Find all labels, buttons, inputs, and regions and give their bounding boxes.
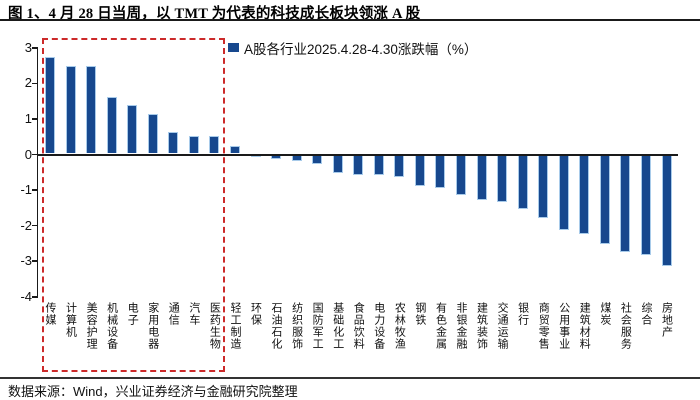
x-axis-label: 非银金融 bbox=[455, 302, 467, 350]
bar bbox=[209, 135, 220, 154]
x-axis-label: 建筑装饰 bbox=[475, 302, 488, 350]
y-axis-tick-label: 2 bbox=[24, 75, 32, 91]
bar bbox=[394, 155, 405, 177]
y-axis-tick bbox=[32, 260, 38, 262]
chart-legend: A股各行业2025.4.28-4.30涨跌幅（%） bbox=[228, 38, 477, 58]
bar bbox=[312, 155, 323, 165]
figure-title: 图 1、4 月 28 日当周，以 TMT 为代表的科技成长板块领涨 A 股 bbox=[8, 6, 421, 22]
x-axis-label: 农林牧渔 bbox=[393, 302, 406, 350]
x-axis-label: 环保 bbox=[249, 302, 262, 326]
bar bbox=[291, 155, 302, 161]
x-axis-label: 家用电器 bbox=[146, 302, 159, 350]
y-axis-tick-label: -3 bbox=[20, 253, 32, 269]
tmt-highlight-box bbox=[42, 38, 225, 372]
x-axis-label: 综合 bbox=[639, 302, 652, 326]
x-axis-label: 传媒 bbox=[44, 302, 56, 326]
y-axis-tick bbox=[32, 47, 38, 49]
bar bbox=[45, 57, 55, 154]
title-divider bbox=[0, 19, 700, 21]
x-axis-label: 食品饮料 bbox=[352, 302, 365, 350]
y-axis-tick bbox=[32, 118, 38, 120]
bar bbox=[558, 155, 569, 231]
x-axis-label: 机械设备 bbox=[105, 302, 118, 350]
bar bbox=[599, 155, 610, 245]
bar bbox=[65, 66, 76, 154]
data-source: 数据来源：Wind，兴业证券经济与金融研究院整理 bbox=[8, 384, 298, 399]
x-axis-label: 电子 bbox=[126, 302, 139, 326]
x-axis-label: 汽车 bbox=[187, 302, 200, 326]
y-axis-tick-label: 0 bbox=[24, 146, 32, 162]
bar bbox=[86, 66, 97, 154]
y-axis-tick bbox=[32, 153, 38, 156]
bar bbox=[497, 155, 508, 202]
y-axis-tick-label: -1 bbox=[20, 182, 32, 198]
bar bbox=[106, 96, 117, 154]
y-axis-line bbox=[36, 47, 38, 297]
y-axis-tick-label: 1 bbox=[24, 110, 32, 126]
x-axis-label: 国防军工 bbox=[311, 302, 324, 350]
x-axis-label: 纺织服饰 bbox=[290, 302, 303, 350]
bar bbox=[271, 155, 282, 160]
x-axis-label: 房地产 bbox=[660, 302, 673, 338]
bar bbox=[168, 132, 179, 154]
bar-chart: A股各行业2025.4.28-4.30涨跌幅（%） 3 2 1 0 -1 -2 -3 -4 传媒… bbox=[0, 22, 700, 377]
zero-line bbox=[38, 153, 678, 156]
bar bbox=[661, 155, 672, 266]
bar bbox=[620, 155, 631, 252]
bar bbox=[147, 114, 158, 154]
y-axis-tick bbox=[32, 82, 38, 85]
x-axis-label: 电力设备 bbox=[372, 302, 385, 350]
bar bbox=[188, 135, 199, 154]
bar bbox=[332, 155, 343, 174]
legend-marker-icon bbox=[228, 43, 239, 52]
x-axis-label: 社会服务 bbox=[619, 302, 632, 350]
x-axis-label: 建筑材料 bbox=[578, 302, 591, 350]
x-axis-label: 通信 bbox=[167, 302, 180, 326]
y-axis-tick bbox=[32, 296, 38, 298]
bar bbox=[476, 155, 487, 200]
bar bbox=[538, 155, 549, 218]
x-axis-label: 煤炭 bbox=[598, 302, 611, 326]
y-axis-tick bbox=[32, 189, 38, 191]
bar bbox=[250, 155, 261, 157]
x-axis-label: 石油石化 bbox=[270, 302, 283, 350]
bar bbox=[517, 155, 528, 209]
bar bbox=[229, 146, 240, 154]
x-axis-label: 美容护理 bbox=[85, 302, 98, 350]
bar bbox=[353, 155, 364, 176]
x-axis-label: 有色金属 bbox=[434, 302, 447, 350]
x-axis-label: 轻工制造 bbox=[228, 302, 241, 350]
footer-divider bbox=[0, 377, 700, 379]
x-axis-label: 计算机 bbox=[64, 302, 77, 338]
bar bbox=[414, 155, 425, 186]
x-axis-label: 公用事业 bbox=[557, 302, 570, 350]
bar bbox=[127, 105, 138, 154]
x-axis-label: 商贸零售 bbox=[537, 302, 550, 350]
legend-label: A股各行业2025.4.28-4.30涨跌幅（%） bbox=[244, 42, 478, 57]
y-axis-tick-label: -2 bbox=[20, 217, 32, 233]
bar bbox=[456, 155, 466, 195]
bar bbox=[435, 155, 446, 188]
y-axis-tick-label: -4 bbox=[20, 288, 32, 304]
x-axis-label: 银行 bbox=[516, 302, 529, 326]
y-axis-tick-label: 3 bbox=[24, 39, 32, 55]
bar bbox=[640, 155, 651, 256]
x-axis-label: 钢铁 bbox=[413, 302, 426, 326]
y-axis-tick bbox=[32, 224, 38, 227]
bar bbox=[373, 155, 384, 176]
x-axis-label: 医药生物 bbox=[208, 302, 221, 350]
x-axis-label: 交通运输 bbox=[496, 302, 509, 350]
bar bbox=[579, 155, 590, 234]
x-axis-label: 基础化工 bbox=[331, 302, 344, 350]
